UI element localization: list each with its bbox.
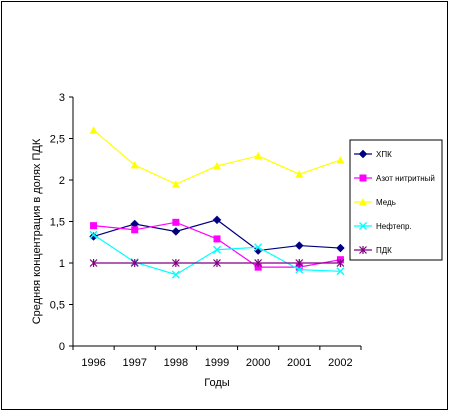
legend-marker	[359, 246, 367, 254]
series-2	[90, 218, 344, 271]
legend-item: Азот нитритный	[354, 174, 435, 183]
data-point	[130, 259, 139, 267]
series-line	[93, 219, 341, 252]
data-point	[213, 259, 221, 267]
data-point	[131, 226, 139, 234]
legend-box	[349, 139, 443, 261]
data-point	[336, 243, 345, 253]
data-point	[171, 270, 180, 279]
data-point	[336, 156, 345, 164]
legend-label: ПДК	[376, 246, 392, 255]
data-point	[213, 161, 221, 170]
y-tick-label: 0	[59, 341, 65, 353]
x-tick-label: 2000	[246, 357, 270, 369]
legend-label: ХПК	[376, 150, 392, 159]
data-point	[295, 263, 303, 271]
legend-item: ПДК	[354, 246, 392, 255]
data-point	[89, 230, 98, 239]
series-line	[93, 129, 341, 185]
data-point	[89, 126, 98, 134]
y-tick-label: 2	[59, 175, 65, 187]
data-point	[254, 151, 263, 160]
legend-item: ХПК	[354, 149, 392, 159]
y-tick-label: 0,5	[50, 300, 65, 312]
legend-label: Медь	[376, 198, 396, 207]
data-point	[295, 265, 304, 274]
data-point	[89, 232, 98, 241]
data-point	[212, 215, 222, 225]
x-tick-label: 2002	[328, 357, 352, 369]
data-point	[171, 227, 181, 236]
data-point	[171, 259, 180, 267]
y-tick-label: 1	[59, 258, 65, 270]
x-tick-label: 1999	[205, 357, 229, 369]
data-point	[213, 245, 221, 254]
data-point	[130, 161, 139, 169]
data-point	[254, 259, 263, 267]
legend-label: Азот нитритный	[376, 174, 435, 183]
x-tick-label: 1996	[81, 357, 105, 369]
x-axis-title: Годы	[204, 377, 230, 389]
x-tick-label: 2001	[287, 357, 311, 369]
legend-marker	[359, 222, 367, 230]
axes: 0 0,5 1 1,5 2 2,5 3 1996 1997 1998 1999 2000 2001 200…	[50, 92, 362, 369]
x-tick-label: 1997	[122, 357, 146, 369]
legend: ХПК Азот нитритный Медь Нефтепр. ПДК	[349, 139, 443, 261]
data-point	[171, 180, 180, 188]
data-point	[213, 235, 221, 243]
series-1	[89, 215, 345, 255]
data-point	[295, 259, 304, 267]
data-point	[89, 259, 98, 267]
legend-marker	[359, 174, 367, 182]
legend-item: Медь	[354, 198, 396, 207]
series-layer	[89, 126, 345, 279]
data-point	[336, 259, 345, 267]
legend-item: Нефтепр.	[354, 222, 412, 231]
data-point	[254, 263, 262, 271]
legend-marker	[358, 149, 368, 159]
y-tick-label: 2,5	[50, 134, 65, 146]
legend-marker	[359, 198, 367, 206]
data-point	[294, 241, 304, 250]
data-point	[295, 170, 304, 178]
y-tick-label: 3	[59, 92, 65, 104]
data-point	[90, 222, 98, 230]
series-3	[89, 126, 345, 188]
data-point	[336, 267, 345, 276]
x-tick-label: 1998	[164, 357, 188, 369]
y-tick-label: 1,5	[50, 217, 65, 229]
series-5	[89, 259, 345, 267]
data-point	[172, 218, 180, 226]
y-axis-title: Средняя концентрация в долях ПДК	[31, 138, 43, 324]
legend-label: Нефтепр.	[376, 222, 412, 231]
data-point	[254, 243, 263, 252]
